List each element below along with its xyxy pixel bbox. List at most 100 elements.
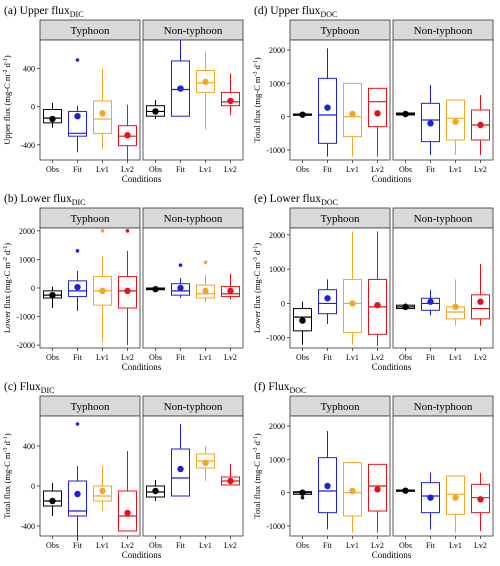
box-mean-point [427, 494, 434, 501]
facet-label: Non-typhoon [414, 213, 473, 225]
panel-title: (c) FluxDIC [4, 381, 55, 395]
x-tick-label: Lv2 [474, 165, 487, 174]
box-obs [396, 487, 415, 494]
box-mean-point [177, 85, 184, 92]
box-mean-point [402, 303, 409, 311]
box-mean-point [177, 284, 184, 292]
panel-title-sub: DIC [70, 10, 84, 19]
box-obs [43, 286, 62, 308]
y-tick-label: 0 [31, 284, 35, 293]
box-fit [318, 279, 337, 324]
y-tick-label: -2000 [16, 341, 35, 350]
box-lv1 [446, 475, 465, 533]
box-body [421, 297, 440, 311]
y-tick-label: -1000 [266, 334, 285, 343]
x-tick-label: Lv1 [199, 353, 212, 362]
x-tick-label: Lv1 [199, 541, 212, 550]
box-body [171, 60, 190, 117]
box-fit [421, 289, 440, 316]
x-tick-label: Fit [323, 165, 333, 174]
box-body [68, 110, 87, 137]
box-body [318, 77, 337, 144]
box-lv1 [446, 99, 465, 155]
box-body [421, 482, 440, 514]
box-mean-point [299, 317, 306, 324]
y-tick-label: 0 [31, 482, 35, 491]
box-lv2 [471, 472, 490, 531]
x-tick-label: Fit [73, 353, 83, 362]
box-body [43, 109, 62, 124]
box-mean-point [324, 295, 331, 302]
box-lv2 [471, 95, 490, 155]
x-tick-label: Obs [46, 353, 59, 362]
box-mean-point [349, 110, 356, 118]
y-tick-label: 0 [281, 299, 285, 308]
x-tick-label: Fit [426, 165, 436, 174]
box-body [471, 483, 490, 514]
x-axis-label: Conditions [122, 362, 162, 372]
box-mean-point [324, 104, 331, 111]
outlier-point [75, 249, 80, 253]
y-tick-label: 1000 [19, 255, 35, 264]
x-tick-label: Fit [73, 541, 83, 550]
y-label-part: d [252, 250, 262, 257]
box-body [196, 69, 215, 93]
box-mean-point [124, 132, 131, 139]
y-tick-label: 0 [31, 103, 35, 112]
facet-panel [289, 39, 391, 161]
box-body [471, 294, 490, 320]
x-tick-label: Lv1 [449, 541, 462, 550]
y-label-part: Total flux (mg-C m [252, 452, 262, 519]
facet-panel [289, 415, 391, 537]
x-tick-label: Lv1 [449, 353, 462, 362]
box-mean-point [99, 110, 106, 117]
x-tick-label: Lv1 [346, 353, 359, 362]
box-body [171, 283, 190, 296]
y-tick-label: -1000 [266, 146, 285, 155]
box-mean-point [99, 287, 106, 295]
y-label-part: d [252, 64, 262, 71]
x-tick-label: Obs [399, 353, 412, 362]
y-label-sup: -1 [253, 60, 259, 65]
box-body [68, 280, 87, 298]
x-axis-label: Conditions [372, 174, 412, 184]
box-lv2 [221, 464, 240, 486]
facet-panel [39, 415, 141, 537]
facet-panel [392, 39, 494, 161]
x-tick-label: Obs [149, 353, 162, 362]
y-tick-label: -400 [20, 141, 35, 150]
box-mean-point [202, 459, 209, 467]
box-fit [318, 431, 337, 530]
y-label-sup: -3 [253, 448, 259, 453]
box-body [293, 308, 312, 332]
x-tick-label: Lv2 [371, 353, 384, 362]
box-mean-point [374, 301, 381, 309]
box-mean-point [227, 287, 234, 295]
box-body [446, 99, 465, 141]
x-tick-label: Fit [73, 165, 83, 174]
x-tick-label: Fit [426, 541, 436, 550]
box-lv2 [471, 264, 490, 326]
box-mean-point [227, 97, 234, 105]
box-mean-point [74, 283, 81, 291]
box-body [68, 480, 87, 517]
chart-panel-4: (c) FluxDIC Total flux (mg-C m-3 d-1) -400… [2, 381, 244, 560]
x-axis-label: Conditions [372, 550, 412, 560]
x-tick-label: Obs [399, 541, 412, 550]
facet-label: Typhoon [321, 213, 360, 225]
box-lv1 [93, 68, 112, 150]
y-tick-label: -1000 [16, 313, 35, 322]
box-fit [171, 40, 190, 117]
x-tick-label: Lv1 [199, 165, 212, 174]
y-label-part: Upper flux (mg-C m [2, 74, 12, 145]
box-lv2 [368, 87, 387, 157]
box-obs [146, 285, 165, 293]
box-mean-point [99, 487, 106, 495]
box-mean-point [202, 287, 209, 295]
y-label-part: Total flux (mg-C m [252, 76, 262, 143]
x-tick-label: Lv1 [96, 165, 109, 174]
x-tick-label: Lv1 [449, 165, 462, 174]
box-lv2 [368, 463, 387, 533]
x-axis-label: Conditions [122, 174, 162, 184]
